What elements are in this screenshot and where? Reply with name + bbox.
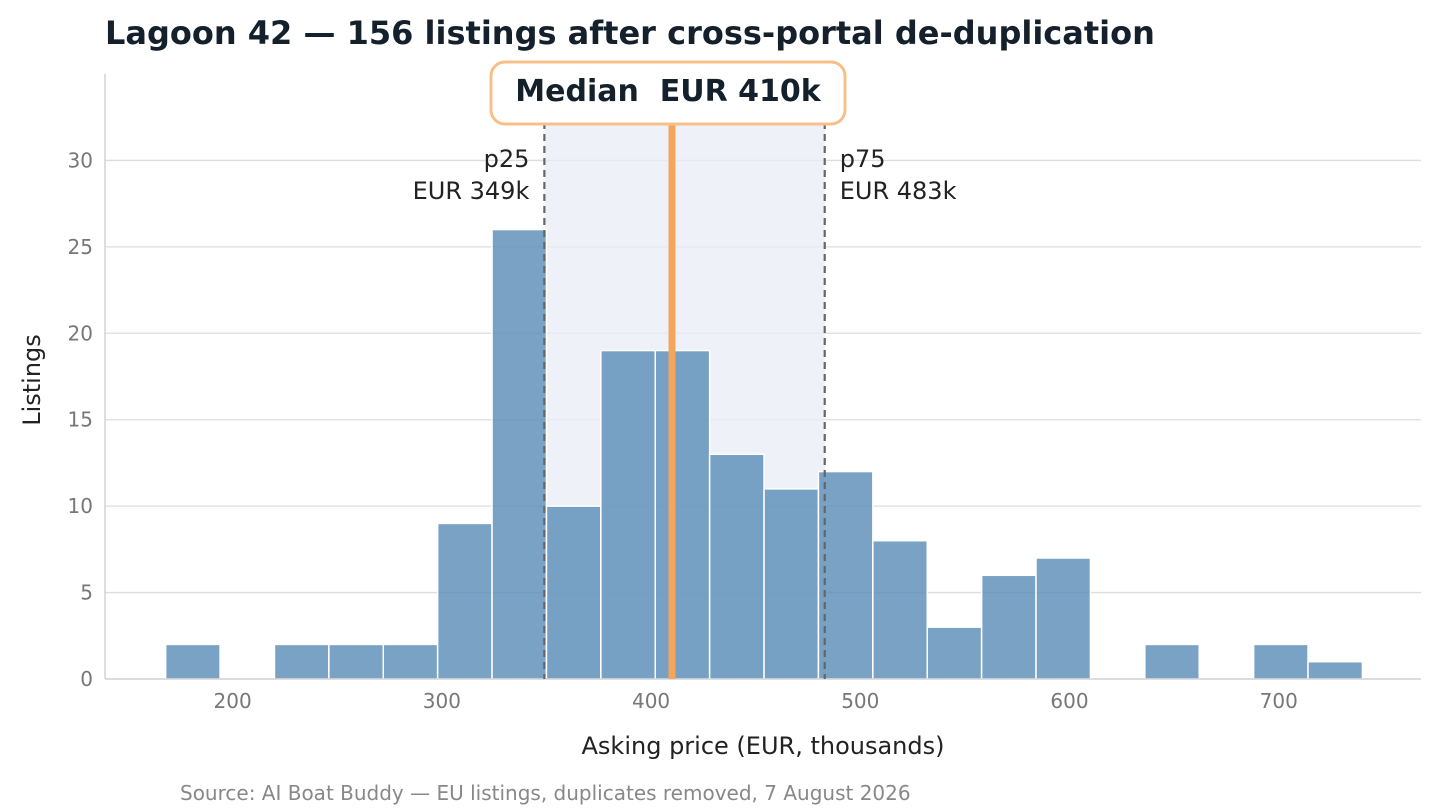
y-tick-label: 0 (80, 667, 93, 691)
x-tick-label: 300 (423, 689, 461, 713)
histogram-bar (708, 453, 765, 680)
histogram-bar (1307, 660, 1364, 680)
y-tick-label: 25 (68, 235, 93, 259)
y-tick-label: 15 (68, 408, 93, 432)
y-tick-label: 30 (68, 148, 93, 172)
histogram-bar (164, 643, 221, 680)
histogram-bar (654, 349, 711, 680)
axes (104, 74, 1421, 680)
histogram-bar (545, 505, 602, 680)
histogram-bar (1035, 557, 1092, 680)
histogram-bar (872, 539, 928, 680)
y-axis-label: Listings (18, 334, 46, 426)
chart-title: Lagoon 42 — 156 listings after cross-por… (105, 14, 1155, 52)
histogram-bar (1252, 643, 1309, 680)
histogram-bars (164, 228, 1364, 680)
p25-value-label: EUR 349k (413, 177, 530, 205)
p25-label: p25 (484, 145, 530, 173)
x-tick-label: 700 (1260, 689, 1298, 713)
histogram-bar (382, 643, 439, 680)
histogram-bar (491, 228, 548, 680)
median-callout-box (489, 60, 847, 126)
x-tick-label: 200 (214, 689, 252, 713)
x-tick-labels: 200 300 400 500 600 700 (214, 689, 1298, 713)
histogram-bar (273, 643, 330, 680)
y-tick-label: 20 (68, 321, 93, 345)
y-tick-label: 10 (68, 494, 93, 518)
x-tick-label: 500 (841, 689, 879, 713)
histogram-bar (1144, 643, 1200, 680)
y-tick-labels: 0 5 10 15 20 25 30 (68, 148, 93, 691)
p75-value-label: EUR 483k (840, 177, 957, 205)
histogram-bar (436, 522, 493, 680)
histogram-bar (926, 626, 983, 680)
histogram-bar (817, 470, 874, 680)
source-note: Source: AI Boat Buddy — EU listings, dup… (180, 781, 911, 805)
y-tick-label: 5 (80, 581, 93, 605)
median-callout-label: Median EUR 410k (515, 74, 821, 109)
x-axis-label: Asking price (EUR, thousands) (582, 732, 945, 760)
histogram-bar (980, 574, 1037, 680)
p75-label: p75 (840, 145, 886, 173)
histogram-bar (600, 349, 657, 680)
histogram-bar (328, 643, 385, 680)
x-tick-label: 600 (1050, 689, 1088, 713)
histogram-bar (763, 488, 820, 680)
x-tick-label: 400 (632, 689, 670, 713)
